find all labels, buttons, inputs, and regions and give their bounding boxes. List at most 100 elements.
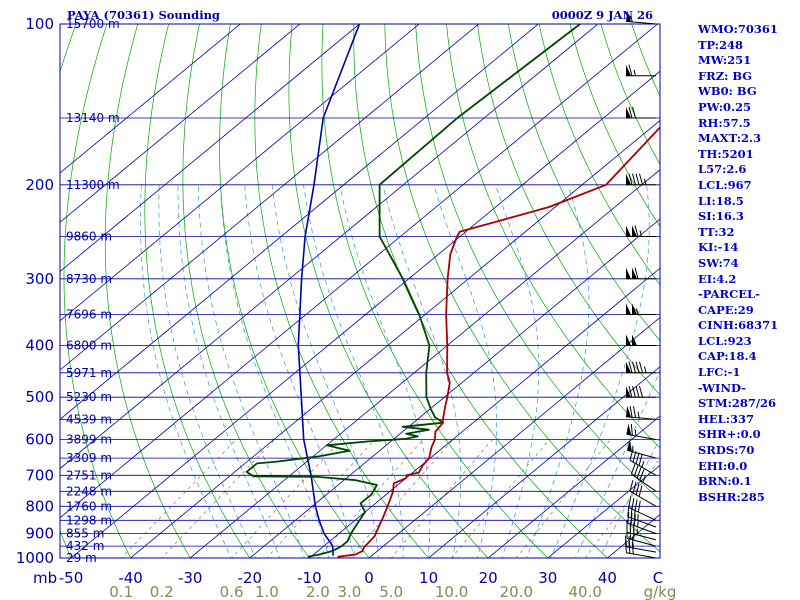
wind-barb-full	[635, 173, 640, 185]
moist-adiabat	[550, 184, 650, 558]
height-label: 8730 m	[66, 272, 112, 286]
pressure-tick-label: 500	[25, 388, 54, 406]
wind-barb-half	[636, 308, 639, 315]
moist-adiabat	[220, 184, 330, 558]
height-label: 1298 m	[66, 513, 112, 527]
wind-barb-half	[637, 411, 640, 418]
height-label: 1760 m	[66, 499, 112, 513]
wind-barb-full	[631, 536, 634, 549]
height-label: 7696 m	[66, 308, 112, 322]
wind-barb-full	[629, 405, 633, 418]
pressure-tick-label: 600	[25, 431, 54, 449]
height-label: 5230 m	[66, 390, 112, 404]
temperature-tick-label: -50	[59, 569, 84, 587]
wind-barb-staff	[626, 537, 657, 547]
index-item: BRN:0.1	[698, 474, 752, 489]
wind-barb-full	[639, 361, 643, 373]
temperature-tick-label: -40	[118, 569, 143, 587]
wind-barb	[626, 386, 656, 398]
index-item: STM:287/26	[698, 396, 777, 411]
index-item: LI:18.5	[698, 193, 744, 208]
index-item: MW:251	[698, 53, 752, 68]
wind-barb-staff	[626, 416, 657, 420]
isotherm	[368, 316, 660, 558]
mixing-ratio-line	[317, 439, 424, 558]
index-item: FRZ: BG	[698, 68, 753, 83]
wind-barb-full	[634, 225, 639, 237]
moist-adiabat	[140, 184, 232, 558]
temperature-tick-label: 30	[538, 569, 557, 587]
isotherm	[60, 24, 301, 223]
height-label: 3899 m	[66, 433, 112, 447]
index-item: TP:248	[698, 37, 744, 52]
wind-barb-flag	[626, 107, 631, 118]
wind-barb-flag	[626, 423, 632, 436]
mixing-ratio-label: 10.0	[435, 583, 468, 600]
height-label: 3309 m	[66, 451, 112, 465]
wind-barb-full	[633, 465, 639, 477]
valid-time: 0000Z 9 JAN 26	[552, 8, 653, 22]
mixing-ratio-label: 20.0	[500, 583, 533, 600]
height-label: 6800 m	[66, 339, 112, 353]
pressure-tick-label: 1000	[16, 549, 54, 567]
wind-barb-half	[644, 366, 647, 373]
index-item: PW:0.25	[698, 99, 752, 114]
wind-barb-full	[635, 386, 640, 398]
mixing-ratio-label: 5.0	[379, 583, 403, 600]
wind-barb	[626, 267, 656, 280]
index-item: EI:4.2	[698, 271, 737, 286]
temperature-tick-label: -10	[297, 569, 322, 587]
wind-barb	[626, 439, 657, 459]
wind-barb-full	[630, 463, 636, 475]
wind-barb	[624, 535, 657, 553]
mixing-ratio-line	[231, 439, 342, 558]
wind-barb-full	[639, 173, 643, 185]
wind-barb-full	[632, 173, 636, 185]
dry-adiabat	[507, 24, 660, 342]
index-item: CAPE:29	[698, 302, 754, 317]
pressure-tick-label: 100	[25, 15, 54, 33]
dry-adiabat	[63, 24, 131, 558]
x-axis-unit: C	[653, 569, 663, 587]
wind-barb-full	[638, 454, 643, 466]
wind-barb-full	[624, 535, 627, 547]
wind-barb-full	[629, 480, 634, 492]
index-item: CAP:18.4	[698, 349, 757, 364]
wind-barb-flag	[626, 64, 631, 76]
index-item: WB0: BG	[698, 84, 757, 99]
wind-barb-staff	[626, 433, 657, 440]
isotherm	[60, 24, 361, 273]
wind-barb	[628, 496, 657, 521]
mixing-ratio-label: 1.0	[255, 583, 279, 600]
station-title: PAYA (70361) Sounding	[67, 8, 220, 22]
wind-barb-full	[628, 106, 633, 119]
pressure-tick-label: 200	[25, 176, 54, 194]
wind-barb-full	[638, 485, 643, 497]
height-label: 2751 m	[66, 468, 112, 482]
dry-adiabat	[353, 24, 608, 558]
moist-adiabat	[433, 184, 497, 558]
dry-adiabat	[415, 24, 660, 501]
wind-barb	[626, 423, 657, 440]
index-item: WMO:70361	[698, 22, 778, 36]
temperature-tick-label: -30	[178, 569, 203, 587]
mixing-ratio-label: 0.1	[109, 583, 133, 600]
height-label: 13140 m	[66, 111, 120, 125]
isotherm	[60, 24, 539, 420]
wind-barb-full	[632, 106, 636, 119]
dry-adiabat	[288, 24, 489, 558]
wind-barb-full	[628, 361, 633, 373]
wind-barb-staff	[626, 531, 657, 541]
index-item: -WIND-	[698, 380, 746, 395]
index-item: RH:57.5	[698, 115, 751, 130]
moist-adiabat	[382, 184, 462, 558]
wind-barb	[629, 480, 657, 507]
wind-barb-flag	[626, 10, 632, 22]
dry-adiabat	[104, 24, 191, 558]
index-item: L57:2.6	[698, 162, 747, 177]
wind-barb-staff	[626, 546, 657, 553]
isotherm	[70, 70, 660, 558]
pressure-tick-label: 400	[25, 337, 54, 355]
isotherm	[60, 24, 659, 519]
wind-barb-staff	[627, 522, 657, 535]
